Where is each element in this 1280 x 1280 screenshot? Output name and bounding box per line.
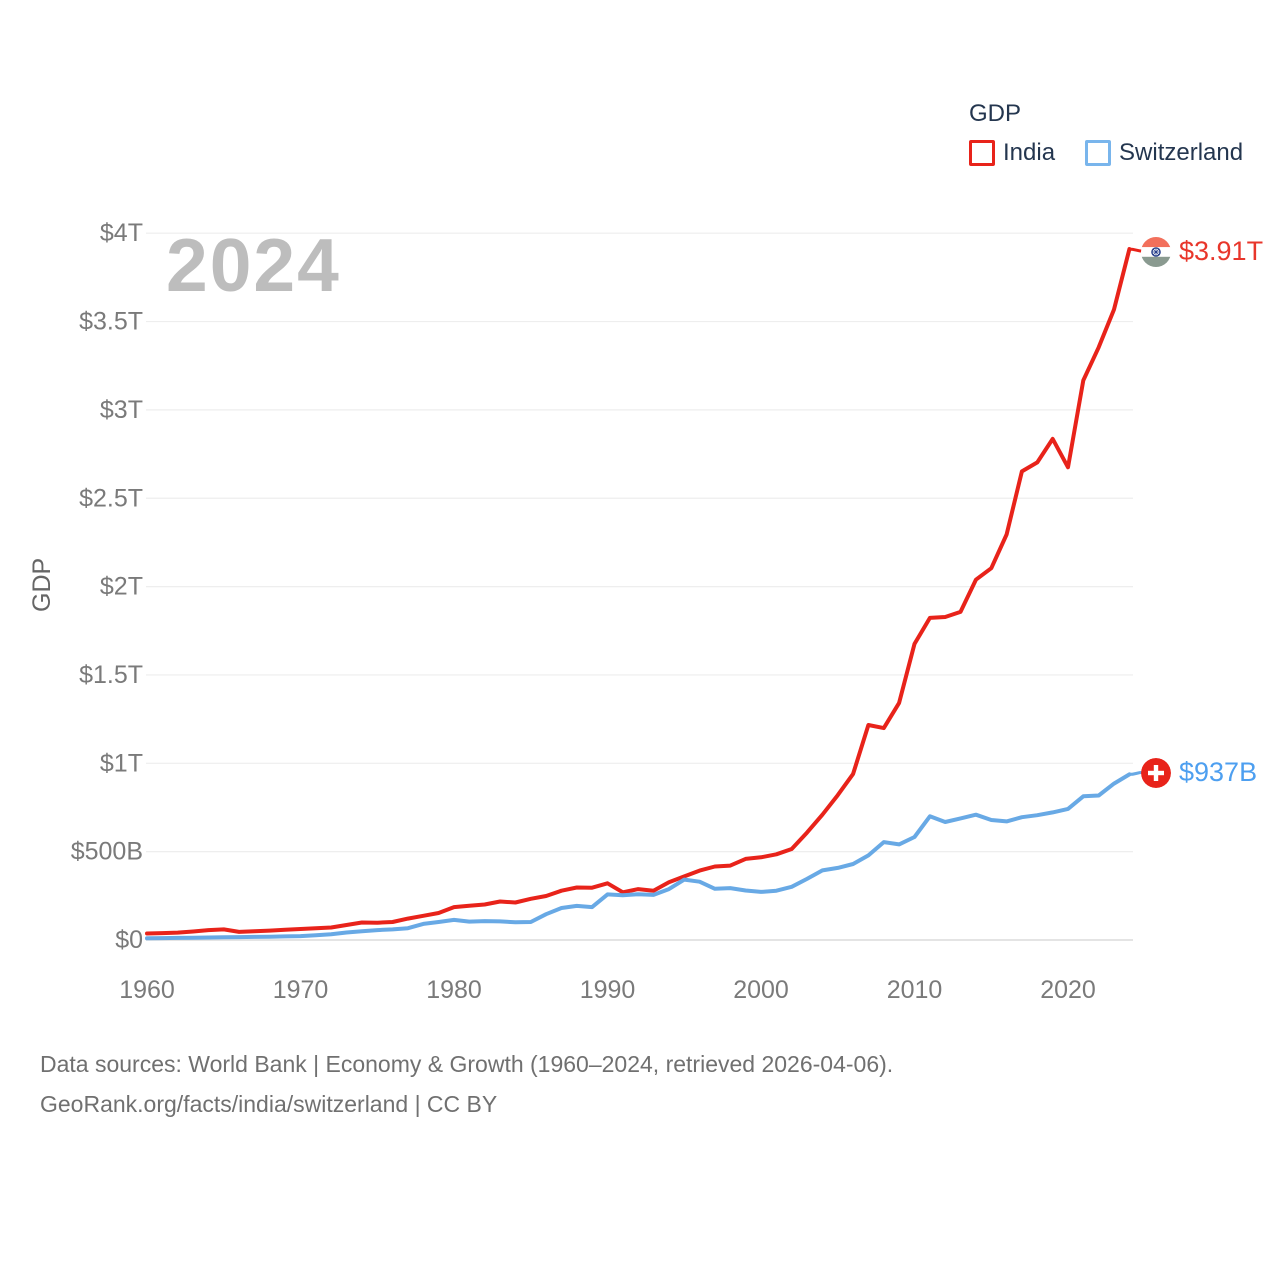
y-tick-label: $2.5T xyxy=(79,484,143,512)
legend-row: India Switzerland xyxy=(969,139,1243,167)
footer-source-line: Data sources: World Bank | Economy & Gro… xyxy=(40,1051,894,1077)
legend-item-switzerland[interactable]: Switzerland xyxy=(1085,139,1243,167)
x-tick-label: 2010 xyxy=(887,976,943,1004)
y-tick-label: $0 xyxy=(115,926,143,954)
switzerland-flag-icon xyxy=(1141,757,1171,788)
legend-title: GDP xyxy=(969,100,1022,127)
y-tick-label: $3.5T xyxy=(79,308,143,336)
india-end-value: $3.91T xyxy=(1179,236,1264,267)
india-flag-icon xyxy=(1141,236,1171,267)
x-tick-label: 2020 xyxy=(1040,976,1096,1004)
footer-attribution-line: GeoRank.org/facts/india/switzerland | CC… xyxy=(40,1091,498,1117)
x-tick-label: 1970 xyxy=(273,976,329,1004)
footer: Data sources: World Bank | Economy & Gro… xyxy=(40,1044,893,1124)
india-line[interactable] xyxy=(145,247,1132,936)
india-end-label: $3.91T xyxy=(1141,236,1263,267)
switzerland-line[interactable] xyxy=(145,772,1132,941)
legend-label-india: India xyxy=(1003,139,1056,166)
x-tick-label: 1980 xyxy=(426,976,482,1004)
x-tick-label: 1960 xyxy=(119,976,175,1004)
switzerland-end-label: $937B xyxy=(1141,757,1257,788)
legend: GDP India Switzerland xyxy=(969,100,1243,167)
watermark-year: 2024 xyxy=(166,223,341,307)
y-tick-label: $3T xyxy=(100,396,143,424)
y-tick-label: $2T xyxy=(100,573,143,601)
y-tick-label: $1.5T xyxy=(79,661,143,689)
switzerland-series-swatch-icon xyxy=(1085,140,1112,166)
x-tick-label: 2000 xyxy=(733,976,789,1004)
india-series-swatch-icon xyxy=(969,140,995,166)
legend-label-switzerland: Switzerland xyxy=(1119,139,1244,166)
y-tick-label: $500B xyxy=(71,838,143,866)
y-axis-title: GDP xyxy=(28,557,56,612)
legend-item-india[interactable]: India xyxy=(969,139,1055,167)
x-tick-label: 1990 xyxy=(580,976,636,1004)
switzerland-end-value: $937B xyxy=(1179,757,1258,788)
y-tick-label: $4T xyxy=(100,219,143,247)
y-tick-label: $1T xyxy=(100,749,143,777)
